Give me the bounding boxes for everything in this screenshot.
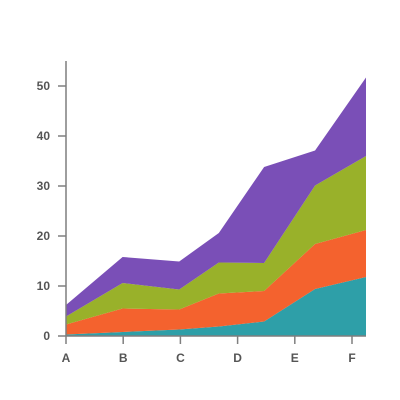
y-tick-label: 50	[37, 79, 51, 93]
x-tick-label: C	[176, 351, 185, 365]
area-series-2	[66, 230, 366, 335]
area-series-1	[66, 277, 366, 336]
y-tick-label: 20	[37, 229, 51, 243]
area-series-4	[66, 77, 366, 317]
y-tick-label: 30	[37, 179, 51, 193]
x-tick-label: A	[62, 351, 71, 365]
axes-group: 0 10 20 30 40 50 A B C D E F	[37, 61, 366, 365]
x-tick-label: E	[291, 351, 299, 365]
area-series-3	[66, 156, 366, 325]
area-series-group	[66, 77, 366, 336]
y-tick-label: 0	[43, 329, 50, 343]
y-tick-label: 40	[37, 129, 51, 143]
y-tick-label: 10	[37, 279, 51, 293]
x-tick-label: D	[233, 351, 242, 365]
x-tick-label: B	[119, 351, 128, 365]
x-tick-label: F	[348, 351, 355, 365]
